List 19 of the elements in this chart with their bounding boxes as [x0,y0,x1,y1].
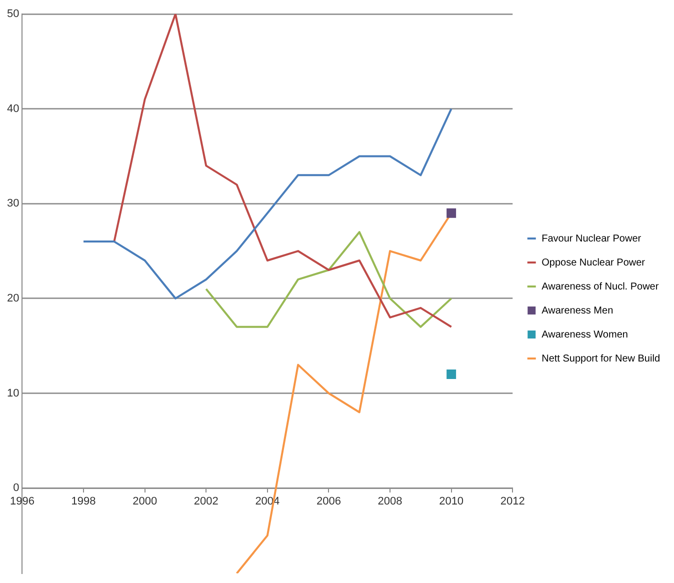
legend-label: Awareness of Nucl. Power [542,281,660,292]
y-tick-label: 30 [6,198,20,210]
legend-label: Awareness Men [542,305,614,316]
legend-label: Oppose Nuclear Power [542,257,646,268]
x-tick-label: 2010 [439,496,464,508]
x-tick-label: 1998 [71,496,96,508]
x-tick-label: 2008 [378,496,402,508]
y-tick-label: 20 [6,292,20,304]
y-tick-label: 10 [6,387,20,400]
x-tick-label: 2000 [132,496,158,508]
y-tick-label: 50 [6,8,20,20]
x-tick-label: 2006 [316,496,341,508]
x-tick-label: 2002 [194,496,218,508]
legend-label: Nett Support for New Build [542,353,660,364]
y-tick-label: 40 [6,102,20,115]
legend-label: Favour Nuclear Power [542,233,642,244]
x-tick-label: 2012 [500,496,525,508]
y-tick-label: 0 [13,482,20,494]
legend-label: Awareness Women [542,329,628,340]
